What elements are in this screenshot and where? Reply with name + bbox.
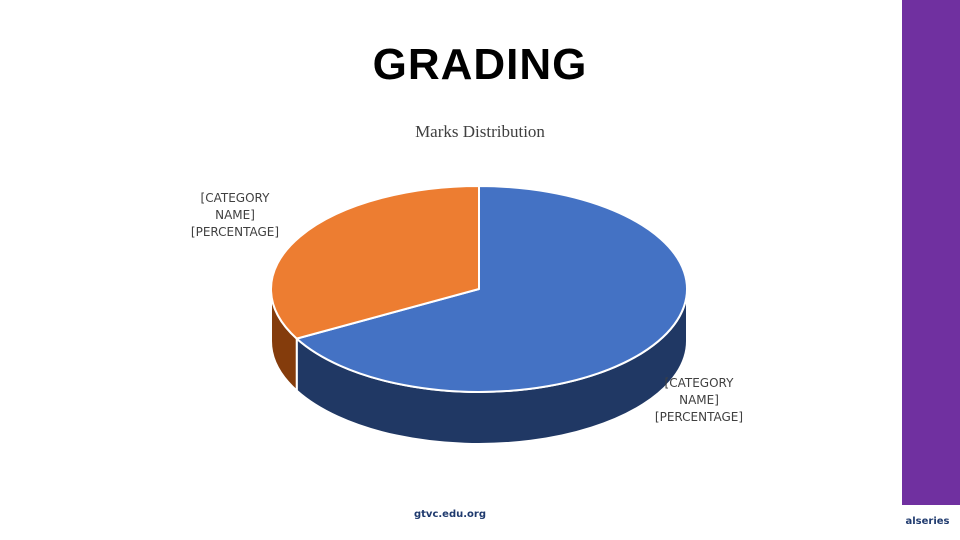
- data-label-orange-line-2: NAME]: [215, 208, 255, 222]
- footer-brand-logo: alseries: [905, 516, 950, 527]
- data-label-blue-line-3: [PERCENTAGE]: [654, 410, 744, 424]
- data-label-orange: [CATEGORY NAME] [PERCENTAGE]: [182, 190, 288, 241]
- footer-url: gtvc.edu.org: [413, 509, 486, 520]
- page-title: GRADING: [372, 40, 588, 89]
- pie-slice-blue: [295, 185, 688, 393]
- accent-sidebar: [902, 0, 960, 505]
- data-label-orange-line-1: [CATEGORY: [200, 191, 270, 205]
- chart-title: Marks Distribution: [415, 122, 545, 141]
- data-label-blue: [CATEGORY NAME] [PERCENTAGE]: [646, 375, 752, 426]
- data-label-blue-line-2: NAME]: [679, 393, 719, 407]
- data-label-blue-line-1: [CATEGORY: [664, 376, 734, 390]
- pie-slice-orange: [270, 185, 480, 340]
- data-label-orange-line-3: [PERCENTAGE]: [190, 225, 280, 239]
